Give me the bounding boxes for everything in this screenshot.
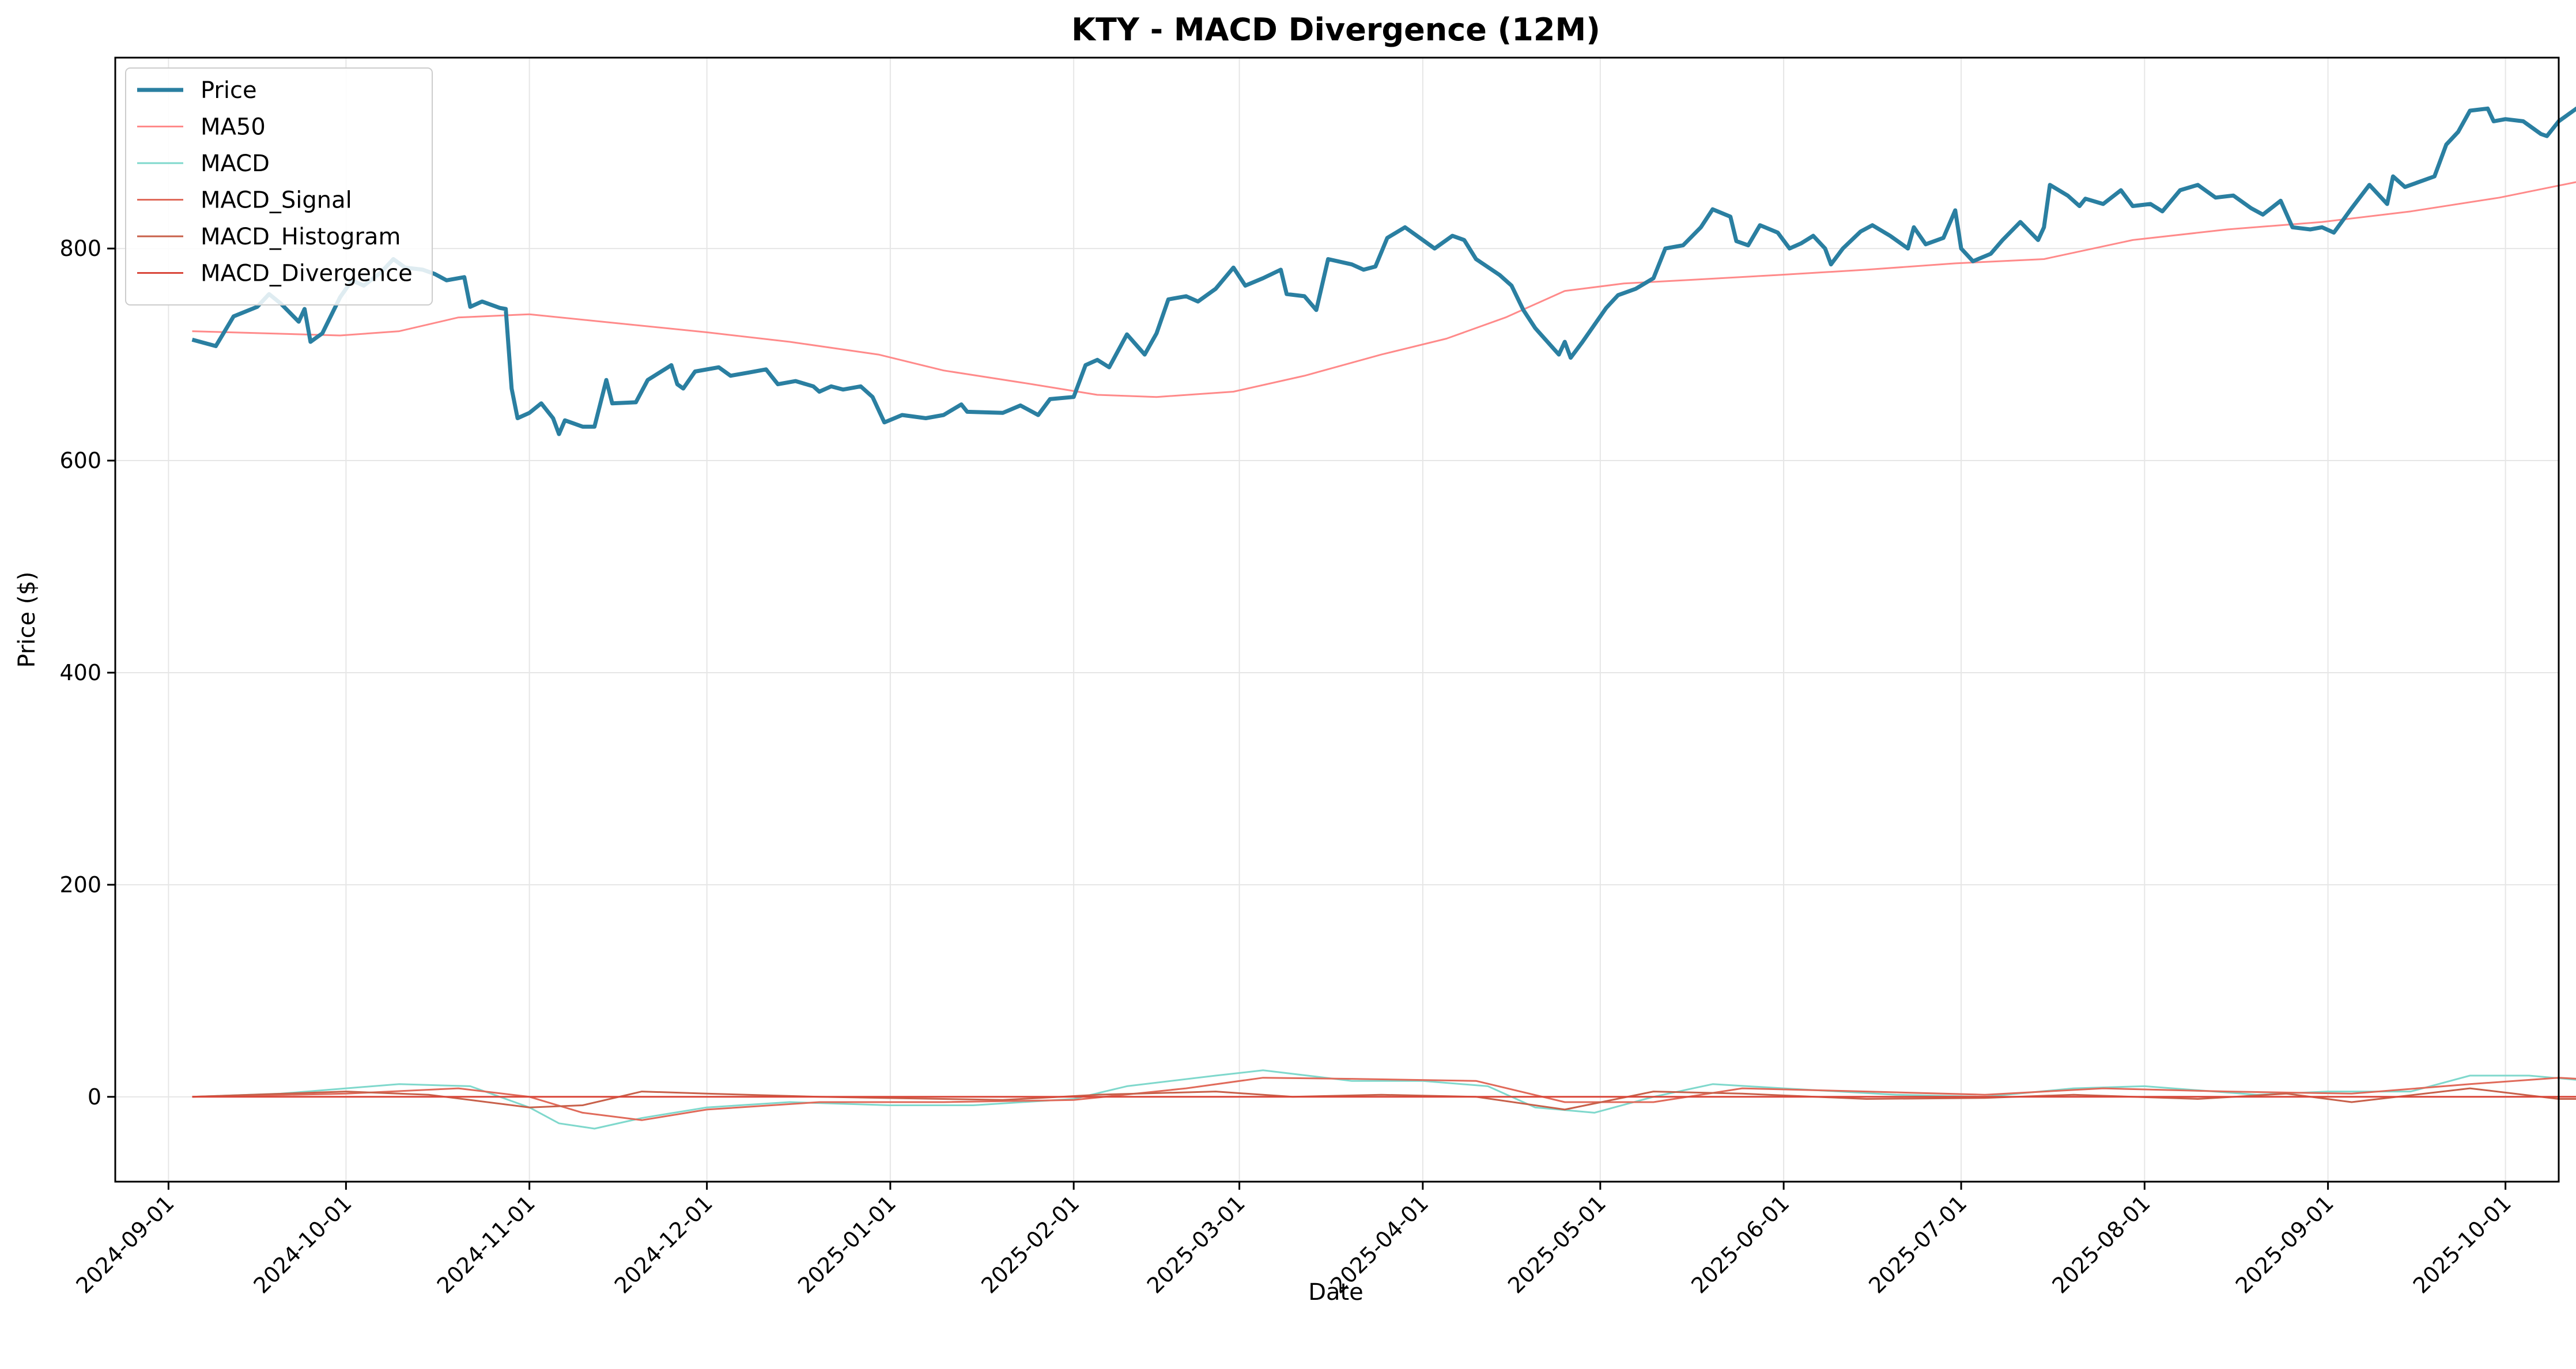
y-tick-label: 600	[59, 448, 101, 473]
y-tick-label: 0	[88, 1084, 101, 1110]
legend-label-macd-histogram: MACD_Histogram	[201, 224, 401, 250]
legend-label-macd: MACD	[201, 150, 270, 177]
legend-label-price: Price	[201, 77, 257, 104]
y-tick-label: 400	[59, 660, 101, 685]
x-axis-label: Date	[1308, 1279, 1363, 1306]
y-tick-label: 800	[59, 236, 101, 261]
y-tick-label: 200	[59, 872, 101, 897]
legend-label-ma50: MA50	[201, 114, 266, 141]
y-axis-label: Price ($)	[14, 572, 40, 668]
legend-label-macd-signal: MACD_Signal	[201, 187, 352, 214]
legend-label-macd-divergence: MACD_Divergence	[201, 261, 413, 287]
legend: Price MA50 MACD MACD_Signal MACD_Histogram MA…	[126, 68, 432, 305]
chart-title: KTY - MACD Divergence (12M)	[1071, 12, 1600, 48]
